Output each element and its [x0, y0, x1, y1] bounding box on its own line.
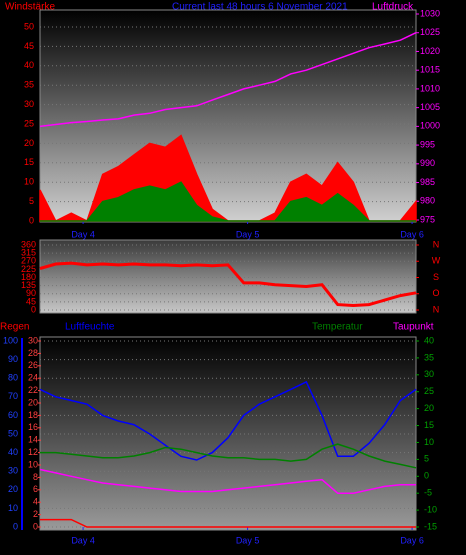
y2-tick-label: -10 [424, 504, 437, 514]
y-tick-label: 50 [24, 21, 34, 31]
panel-direction [39, 239, 417, 314]
y-tick-label: 10 [24, 177, 34, 187]
series-line [39, 32, 417, 128]
y2-tick-label: W [432, 256, 441, 266]
y-tick-label: 15 [24, 157, 34, 167]
y-tick-label: 30 [24, 99, 34, 109]
series-line [39, 261, 417, 308]
y3-tick-label: 2 [33, 509, 38, 519]
y-tick-label: 35 [24, 80, 34, 90]
y2-tick-label: 10 [424, 437, 434, 447]
y2-tick-label: 1025 [420, 27, 440, 37]
y-tick-label: 225 [21, 264, 36, 274]
y3-tick-label: 12 [28, 447, 38, 457]
x-tick-label: Day 5 [236, 535, 260, 545]
y2-tick-label: 990 [420, 158, 435, 168]
y-tick-label: 0 [29, 215, 34, 225]
y-tick-label: 180 [21, 272, 36, 282]
y2-tick-label: 1000 [420, 121, 440, 131]
x-tick-label: Day 6 [400, 229, 424, 239]
y2-tick-label: 1015 [420, 65, 440, 75]
y2-tick-label: 975 [420, 214, 435, 224]
y2-tick-label: 35 [424, 352, 434, 362]
y2-tick-label: 985 [420, 177, 435, 187]
y-tick-label: 40 [24, 60, 34, 70]
legend-label: Luftdruck [372, 2, 414, 13]
y2-tick-label: -5 [424, 488, 432, 498]
y3-tick-label: 4 [33, 497, 38, 507]
series-line [40, 443, 417, 469]
y-tick-label: 80 [8, 373, 18, 383]
x-tick-label: Day 6 [400, 535, 424, 545]
y2-tick-label: -15 [424, 521, 437, 531]
y-tick-label: 45 [24, 41, 34, 51]
y2-tick-label: 980 [420, 196, 435, 206]
y-tick-label: 50 [8, 428, 18, 438]
y2-tick-label: 20 [424, 403, 434, 413]
series-line [40, 518, 416, 528]
y3-tick-label: 8 [33, 472, 38, 482]
y2-tick-label: 40 [424, 335, 434, 345]
legend-label: Luftfeuchte [65, 322, 115, 333]
y-tick-label: 45 [26, 296, 36, 306]
y2-tick-label: O [432, 288, 439, 298]
y2-tick-label: S [433, 272, 439, 282]
y-tick-label: 20 [8, 484, 18, 494]
y-tick-label: 10 [8, 503, 18, 513]
legend-label: Temperatur [312, 322, 363, 333]
y2-tick-label: 1030 [420, 8, 440, 18]
y-tick-label: 0 [13, 521, 18, 531]
y2-tick-label: 5 [424, 454, 429, 464]
y2-tick-label: N [433, 239, 440, 249]
y-tick-label: 100 [3, 335, 18, 345]
y-tick-label: 25 [24, 118, 34, 128]
x-tick-label: Day 4 [71, 229, 95, 239]
y2-tick-label: 25 [424, 386, 434, 396]
y-tick-label: 60 [8, 410, 18, 420]
y3-tick-label: 16 [28, 422, 38, 432]
y-tick-label: 30 [8, 466, 18, 476]
y2-tick-label: N [433, 304, 440, 314]
y-tick-label: 5 [29, 196, 34, 206]
y3-tick-label: 20 [28, 397, 38, 407]
legend-label: Regen [0, 322, 29, 333]
y3-tick-label: 6 [33, 484, 38, 494]
y-tick-label: 315 [21, 248, 36, 258]
y-tick-label: 0 [31, 304, 36, 314]
wind-area [40, 181, 416, 222]
y3-tick-label: 30 [28, 335, 38, 345]
y3-tick-label: 10 [28, 459, 38, 469]
y-tick-label: 90 [26, 288, 36, 298]
y3-tick-label: 0 [33, 521, 38, 531]
y-tick-label: 40 [8, 447, 18, 457]
y2-tick-label: 1020 [420, 46, 440, 56]
y-tick-label: 70 [8, 391, 18, 401]
y2-tick-label: 995 [420, 139, 435, 149]
y-axis-title: Windstärke [5, 2, 55, 13]
y3-tick-label: 18 [28, 410, 38, 420]
legend-label: Taupunkt [393, 322, 434, 333]
y-tick-label: 270 [21, 256, 36, 266]
chart-title: Current last 48 hours 6 November 2021 [172, 2, 348, 13]
y3-tick-label: 22 [28, 385, 38, 395]
y3-tick-label: 14 [28, 435, 38, 445]
y3-tick-label: 28 [28, 348, 38, 358]
y3-tick-label: 26 [28, 360, 38, 370]
series-line [39, 380, 417, 461]
x-tick-label: Day 4 [71, 535, 95, 545]
y-tick-label: 360 [21, 239, 36, 249]
y2-tick-label: 1010 [420, 83, 440, 93]
y-tick-label: 20 [24, 138, 34, 148]
panel-wind [39, 9, 417, 223]
y3-tick-label: 24 [28, 373, 38, 383]
y2-tick-label: 1005 [420, 102, 440, 112]
series-line [39, 468, 416, 494]
y2-tick-label: 0 [424, 471, 429, 481]
y2-tick-label: 15 [424, 420, 434, 430]
x-tick-label: Day 5 [236, 229, 260, 239]
y-tick-label: 135 [21, 280, 36, 290]
y2-tick-label: 30 [424, 369, 434, 379]
y-tick-label: 90 [8, 354, 18, 364]
